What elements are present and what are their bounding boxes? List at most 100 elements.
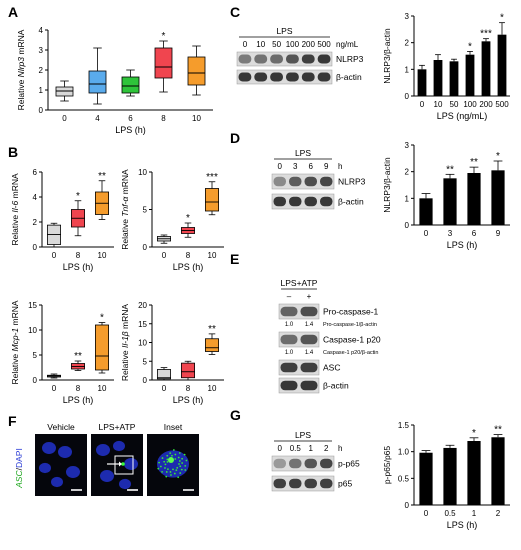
if-asc-dot	[178, 463, 180, 465]
cc-ytick-label: 2	[405, 39, 410, 48]
cb2-xlabel: LPS (h)	[173, 262, 204, 272]
blot-band	[286, 72, 299, 82]
ca-box	[55, 86, 74, 97]
if-nucleus	[66, 466, 80, 478]
blot-membrane	[271, 193, 335, 210]
cd-ytick-label: 1	[405, 194, 410, 203]
cd-ytick-label: 3	[405, 141, 410, 150]
ca-ylabel: Relative Nlrp3 mRNA	[16, 29, 26, 110]
cb2-xtick-label: 10	[208, 251, 217, 260]
blot-band-label: p-p65	[338, 459, 360, 469]
if-asc-dot	[172, 468, 174, 471]
cd-sig: *	[496, 151, 500, 162]
cb4-ylabel: Relative Il-1β mRNA	[120, 304, 130, 381]
cc-xlabel: LPS (ng/mL)	[437, 111, 488, 121]
cb3-xtick-label: 8	[76, 384, 81, 393]
cc-bar	[417, 69, 427, 96]
cb2-xtick-label: 0	[162, 251, 167, 260]
cb4-sig: **	[208, 324, 216, 335]
if-asc-dot	[171, 454, 173, 457]
chart-b4: 0 5 10 15 20 0 8 10 LPS (h) Relative Il-1β mRNA **	[120, 301, 224, 405]
blot-d-treatment: LPS	[295, 148, 311, 158]
if-asc-dot	[170, 474, 172, 476]
cd-xtick-label: 9	[496, 229, 501, 238]
cg-ytick-label: 1.0	[398, 448, 410, 457]
blot-band	[289, 176, 302, 187]
cc-bar	[433, 60, 443, 96]
cd-bar	[491, 170, 505, 225]
cb1-ytick-label: 0	[33, 243, 38, 252]
if-nucleus	[113, 440, 125, 452]
if-asc-dot	[166, 461, 169, 463]
blot-unit-label: ng/mL	[336, 40, 359, 49]
blot-membrane	[271, 173, 335, 190]
cc-bar	[449, 61, 459, 96]
blot-lane-label: 0.5	[290, 444, 302, 453]
ca-box	[154, 47, 173, 79]
blot-band	[304, 176, 317, 187]
cc-sig: ***	[480, 29, 492, 40]
cc-bar	[465, 54, 475, 96]
cb1-xtick-label: 0	[52, 251, 57, 260]
if-asc-dot	[177, 476, 180, 479]
cd-xtick-label: 0	[424, 229, 429, 238]
cc-bar	[481, 41, 491, 96]
cb4-ylabel-part: Relative	[120, 348, 130, 381]
blot-band	[238, 54, 252, 64]
cb4-ytick-label: 0	[143, 376, 148, 385]
cc-xtick-label: 200	[479, 100, 493, 109]
cb4-xlabel: LPS (h)	[173, 395, 204, 405]
cb4-xtick-label: 10	[208, 384, 217, 393]
cb2-ytick-label: 0	[143, 243, 148, 252]
cb3-ytick-label: 10	[28, 326, 37, 335]
if-asc-dot	[175, 469, 178, 472]
if-ylabel-asc: ASC	[14, 470, 24, 489]
blot-band-label: p65	[338, 479, 352, 489]
cb4-ytick-label: 20	[138, 301, 147, 310]
blot-band	[301, 72, 315, 82]
cc-ylabel: NLRP3/β-actin	[382, 28, 392, 84]
blot-quant-value: 1.4	[305, 350, 314, 356]
if-asc-dot	[184, 469, 187, 471]
ca-ylabel-part: Relative	[16, 77, 26, 110]
cd-xtick-label: 3	[448, 229, 453, 238]
ca-box	[88, 70, 107, 94]
cb3-xlabel: LPS (h)	[63, 395, 94, 405]
cc-xtick-label: 500	[495, 100, 509, 109]
cb2-ylabel: Relative Tnf-α mRNA	[120, 169, 130, 250]
if-nucleus	[39, 462, 51, 474]
if-panel-title: Inset	[164, 422, 183, 432]
cd-xtick-label: 6	[472, 229, 477, 238]
if-panel-title: Vehicle	[47, 422, 75, 432]
blot-lane-label: 6	[309, 162, 314, 171]
cb1-ytick-label: 6	[33, 168, 38, 177]
ca-xtick-label: 6	[128, 114, 133, 123]
if-nucleus	[42, 442, 56, 454]
blot-unit-label: h	[338, 162, 342, 171]
blot-band	[280, 334, 298, 345]
ca-sig: *	[162, 31, 166, 42]
if-asc-dot	[169, 471, 172, 473]
panel-label-f: F	[8, 413, 17, 429]
if-inset-box	[114, 455, 134, 475]
if-asc-dot	[161, 457, 164, 459]
blot-band	[317, 72, 331, 82]
blot-lane-label: 2	[324, 444, 329, 453]
ca-xtick-label: 10	[192, 114, 201, 123]
blot-band	[273, 478, 286, 489]
cd-ytick-label: 0	[405, 221, 410, 230]
blot-quant-label: Pro-caspase-1/β-actin	[323, 322, 377, 328]
blot-band	[300, 380, 318, 391]
cd-sig: **	[446, 164, 454, 175]
if-asc-dot	[165, 471, 168, 473]
panel-label-e: E	[230, 251, 239, 267]
cb4-xtick-label: 8	[186, 384, 191, 393]
if-asc-dot	[184, 464, 187, 467]
static-layer: A B C D E F G	[8, 4, 241, 429]
blot-band-label: Caspase-1 p20	[323, 335, 381, 345]
cg-bar	[443, 447, 457, 505]
cb1-xtick-label: 10	[98, 251, 107, 260]
